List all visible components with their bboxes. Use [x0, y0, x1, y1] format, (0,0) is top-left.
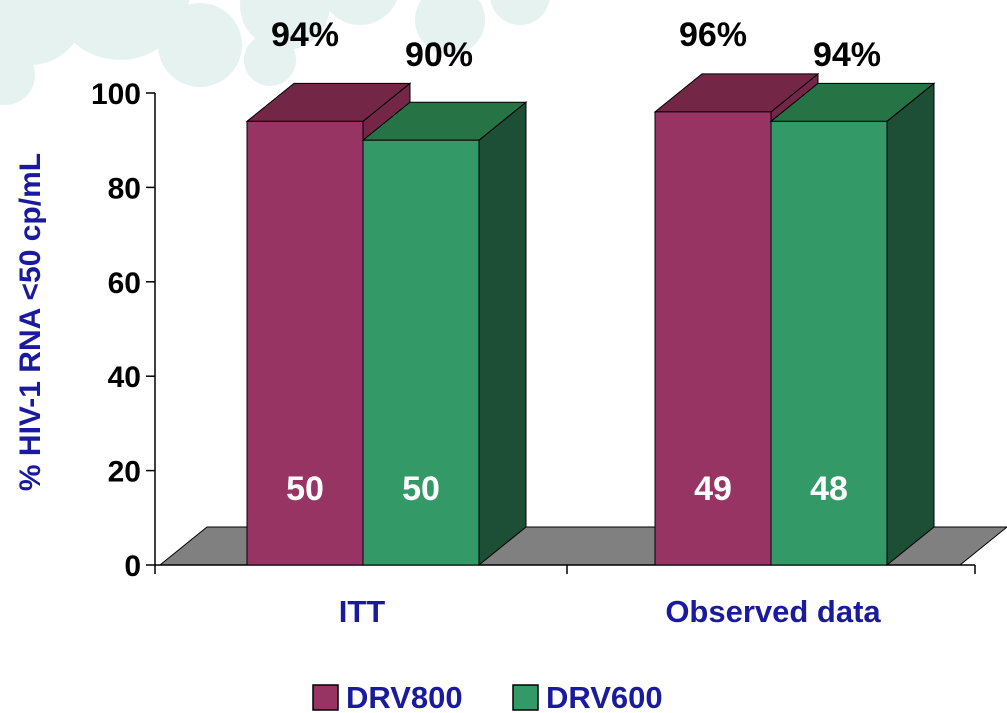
category-label: ITT — [339, 594, 386, 629]
legend-label: DRV600 — [546, 680, 663, 713]
legend-swatch — [512, 684, 539, 711]
bar-front — [654, 111, 772, 566]
legend-item-drv800: DRV800 — [312, 680, 463, 713]
bar-front — [362, 139, 480, 566]
count-label: 50 — [402, 470, 440, 508]
count-label: 48 — [810, 470, 848, 508]
y-tick-label: 0 — [124, 550, 141, 583]
count-label: 49 — [694, 470, 732, 508]
decor-circle — [244, 34, 296, 86]
y-tick-label: 100 — [91, 78, 141, 111]
bar-drv600-1 — [361, 101, 528, 567]
percent-label: 90% — [405, 36, 473, 74]
category-label: Observed data — [665, 594, 881, 629]
y-tick-label: 60 — [108, 267, 141, 300]
background-decoration — [0, 0, 550, 105]
y-axis: 0 20 40 60 80 100 — [91, 78, 976, 583]
bar-front — [246, 120, 364, 566]
legend-item-drv600: DRV600 — [512, 680, 663, 713]
decor-circle — [322, 0, 398, 25]
legend: DRV800 DRV600 — [312, 680, 663, 713]
count-label: 50 — [286, 470, 324, 508]
x-axis-categories: ITT Observed data — [339, 594, 882, 629]
bar-front — [770, 120, 888, 566]
decor-circle — [490, 0, 550, 25]
bar-side — [478, 101, 527, 567]
decor-circle — [415, 0, 485, 55]
bar-drv600-2 — [769, 82, 936, 567]
legend-label: DRV800 — [346, 680, 463, 713]
decor-circle — [158, 3, 242, 87]
percent-label: 96% — [679, 16, 747, 54]
y-axis-title: % HIV-1 RNA <50 cp/mL — [14, 153, 47, 491]
bar-side — [886, 82, 935, 567]
percent-label: 94% — [813, 36, 881, 74]
data-labels: 94% 50 90% 50 96% 49 94% 48 — [271, 16, 881, 508]
y-tick-label: 40 — [108, 361, 141, 394]
legend-swatch — [312, 684, 339, 711]
y-tick-label: 20 — [108, 456, 141, 489]
bars — [245, 72, 936, 567]
y-tick-label: 80 — [108, 172, 141, 205]
decor-circle — [50, 0, 190, 60]
percent-label: 94% — [271, 16, 339, 54]
decor-circle — [0, 45, 35, 105]
